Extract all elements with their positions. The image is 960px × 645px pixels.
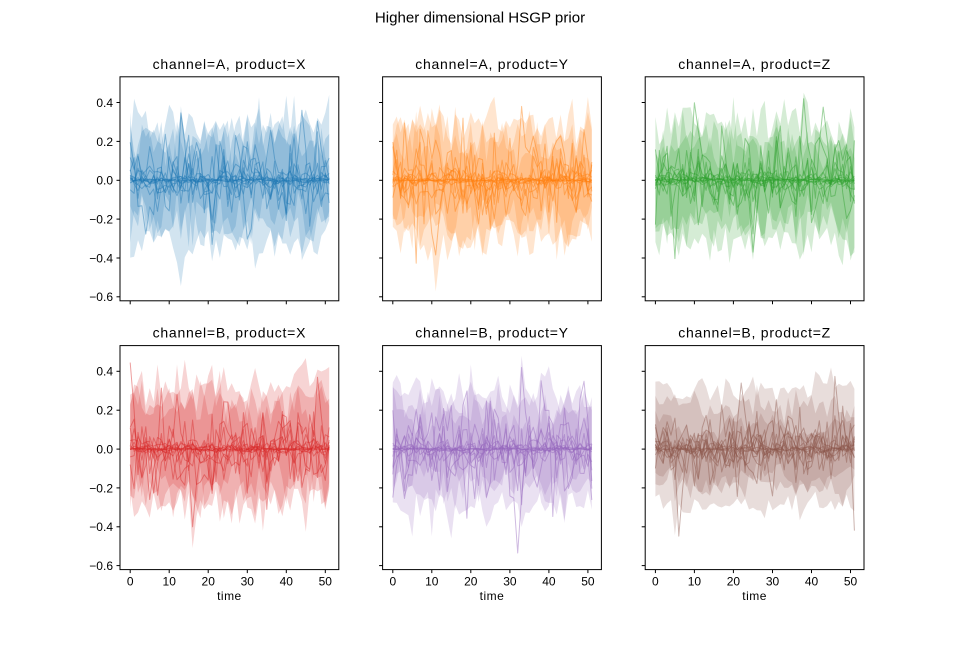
svg-text:30: 30 xyxy=(241,575,255,589)
svg-text:30: 30 xyxy=(503,575,517,589)
svg-text:channel=A, product=X: channel=A, product=X xyxy=(153,56,307,72)
svg-text:−0.2: −0.2 xyxy=(89,481,113,495)
svg-text:0: 0 xyxy=(389,575,396,589)
svg-text:20: 20 xyxy=(202,575,216,589)
svg-text:time: time xyxy=(742,589,767,603)
svg-text:0: 0 xyxy=(652,575,659,589)
svg-text:0: 0 xyxy=(127,575,134,589)
svg-text:0.0: 0.0 xyxy=(96,443,113,457)
svg-text:30: 30 xyxy=(766,575,780,589)
svg-text:−0.6: −0.6 xyxy=(89,290,113,304)
svg-text:channel=B, product=Y: channel=B, product=Y xyxy=(415,325,569,341)
svg-text:20: 20 xyxy=(464,575,478,589)
svg-text:0.0: 0.0 xyxy=(96,174,113,188)
svg-text:50: 50 xyxy=(581,575,595,589)
svg-text:50: 50 xyxy=(844,575,858,589)
svg-text:40: 40 xyxy=(280,575,294,589)
svg-text:0.4: 0.4 xyxy=(96,365,113,379)
svg-text:40: 40 xyxy=(805,575,819,589)
svg-text:50: 50 xyxy=(319,575,333,589)
svg-text:40: 40 xyxy=(542,575,556,589)
svg-text:−0.2: −0.2 xyxy=(89,213,113,227)
svg-text:−0.6: −0.6 xyxy=(89,559,113,573)
svg-text:−0.4: −0.4 xyxy=(89,520,113,534)
svg-text:10: 10 xyxy=(163,575,177,589)
svg-text:20: 20 xyxy=(727,575,741,589)
svg-text:0.4: 0.4 xyxy=(96,96,113,110)
svg-text:0.2: 0.2 xyxy=(96,135,113,149)
svg-text:−0.4: −0.4 xyxy=(89,251,113,265)
svg-text:10: 10 xyxy=(688,575,702,589)
svg-text:Higher dimensional HSGP prior: Higher dimensional HSGP prior xyxy=(375,9,585,26)
svg-text:channel=B, product=Z: channel=B, product=Z xyxy=(678,325,831,341)
svg-text:channel=A, product=Z: channel=A, product=Z xyxy=(678,56,831,72)
svg-text:channel=A, product=Y: channel=A, product=Y xyxy=(415,56,569,72)
svg-text:time: time xyxy=(217,589,242,603)
svg-text:channel=B, product=X: channel=B, product=X xyxy=(153,325,307,341)
svg-text:0.2: 0.2 xyxy=(96,404,113,418)
svg-text:10: 10 xyxy=(425,575,439,589)
svg-text:time: time xyxy=(480,589,505,603)
